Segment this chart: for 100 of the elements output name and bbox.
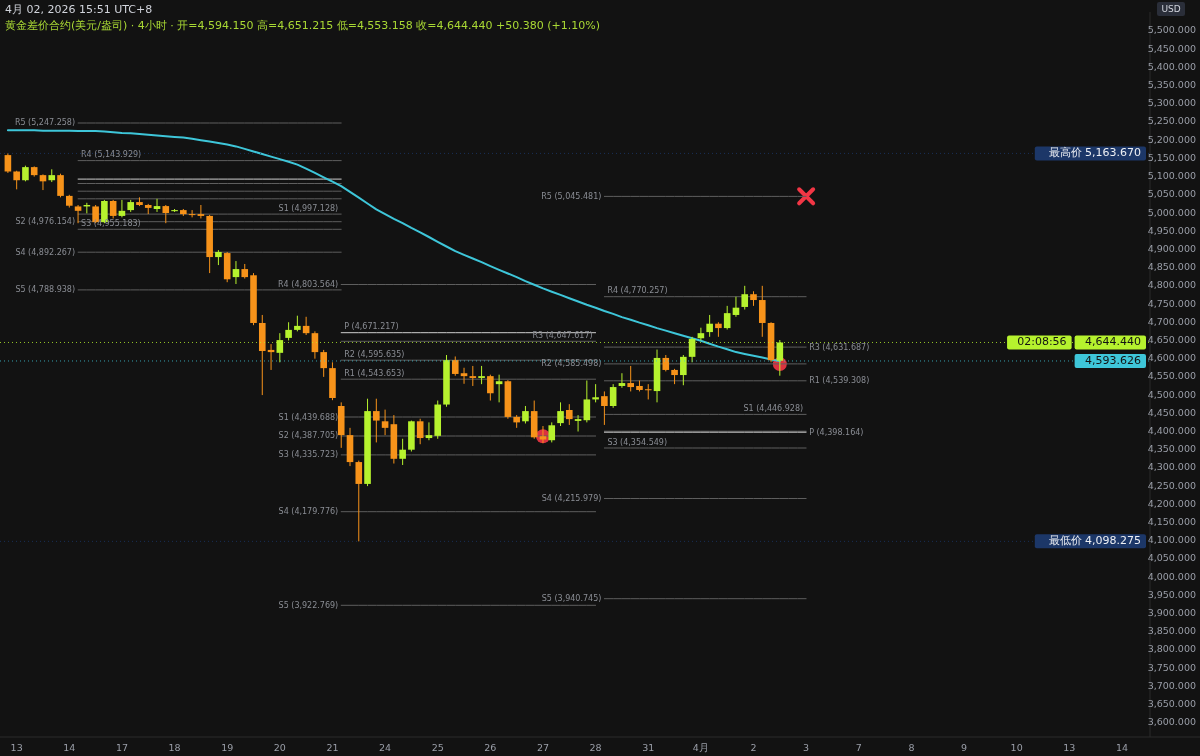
y-tick-label: 4,150.000 (1147, 516, 1196, 528)
series-label: R2 (4,585.498) (541, 359, 602, 369)
candlestick (627, 365, 634, 392)
y-tick-label: 4,550.000 (1147, 370, 1196, 382)
candlestick (373, 398, 380, 443)
y-axis-title: USD (1161, 3, 1181, 14)
y-tick-label: 4,750.000 (1147, 297, 1196, 309)
series-label: S3 (4,335.723) (278, 450, 339, 460)
candlestick (57, 173, 64, 198)
candlestick (460, 367, 468, 385)
y-tick-label: 4,050.000 (1147, 552, 1196, 564)
series-label: S2 (4,387.705) (278, 431, 339, 441)
x-tick-label: 20 (273, 741, 286, 753)
x-tick-label: 27 (536, 741, 550, 753)
x-tick-label: 8 (908, 741, 915, 753)
y-tick-label: 4,800.000 (1147, 279, 1196, 291)
y-tick-label: 4,450.000 (1147, 406, 1196, 418)
x-tick-label: 10 (1010, 741, 1023, 753)
x-tick-label: 26 (484, 741, 497, 753)
x-tick-label: 13 (1063, 741, 1076, 753)
x-tick-label: 24 (379, 741, 392, 753)
candlestick (469, 365, 477, 387)
x-tick-label: 25 (431, 741, 444, 753)
y-tick-label: 4,950.000 (1147, 224, 1196, 236)
candlestick (311, 330, 319, 360)
series-label: S2 (4,976.154) (15, 217, 76, 227)
x-tick-label: 19 (221, 741, 234, 753)
series-label: R4 (4,770.257) (607, 286, 668, 296)
candlestick (548, 421, 556, 443)
candlestick (197, 204, 205, 219)
y-tick-label: 5,250.000 (1147, 115, 1196, 127)
candlestick (601, 390, 608, 426)
candlestick (399, 438, 406, 466)
y-tick-label: 4,700.000 (1147, 315, 1196, 327)
series-label: R5 (5,247.258) (14, 118, 76, 128)
y-tick-label: 5,000.000 (1147, 206, 1196, 218)
y-tick-label: 3,650.000 (1147, 698, 1196, 710)
series-label: R4 (4,803.564) (278, 280, 339, 290)
x-tick-label: 14 (1115, 741, 1128, 753)
candlestick (583, 380, 591, 423)
series-label: S1 (4,997.128) (278, 203, 339, 213)
y-tick-label: 5,300.000 (1147, 97, 1196, 109)
y-tick-label: 5,150.000 (1147, 151, 1196, 163)
x-tick-label: 28 (589, 741, 602, 753)
annotation: 02:08:56 (1017, 335, 1067, 349)
x-tick-label: 17 (115, 741, 128, 753)
x-tick-label: 31 (642, 741, 655, 753)
y-tick-label: 4,350.000 (1147, 443, 1196, 455)
y-tick-label: 3,800.000 (1147, 643, 1196, 655)
y-tick-label: 5,500.000 (1147, 24, 1196, 36)
candlestick (618, 372, 626, 389)
x-tick-label: 18 (168, 741, 181, 753)
y-tick-label: 4,650.000 (1147, 333, 1196, 345)
y-tick-label: 5,350.000 (1147, 79, 1196, 91)
y-tick-label: 4,000.000 (1147, 570, 1196, 582)
y-tick-label: 5,450.000 (1147, 42, 1196, 54)
series-label: S4 (4,179.776) (278, 507, 339, 517)
y-tick-label: 3,600.000 (1147, 716, 1196, 728)
candlestick (162, 204, 170, 224)
ref-line-label: 4,593.626 (1085, 353, 1141, 367)
x-tick-label: 13 (10, 741, 23, 753)
series-label: R3 (4,631.687) (809, 342, 870, 352)
series-label: P (4,398.164) (809, 427, 864, 437)
y-tick-label: 5,400.000 (1147, 60, 1196, 72)
x-tick-label: 4月 (692, 741, 709, 753)
y-tick-label: 5,200.000 (1147, 133, 1196, 145)
candlestick (495, 374, 503, 403)
series-label: S5 (3,940.745) (541, 594, 602, 604)
y-tick-label: 5,050.000 (1147, 188, 1196, 200)
candlestick (741, 285, 749, 310)
y-tick-label: 3,950.000 (1147, 588, 1196, 600)
series-label: R4 (5,143.929) (81, 150, 142, 160)
x-tick-label: 9 (961, 741, 968, 753)
series-label: S5 (4,788.938) (15, 285, 76, 295)
y-tick-label: 4,250.000 (1147, 479, 1196, 491)
y-tick-label: 3,750.000 (1147, 661, 1196, 673)
y-tick-label: 4,100.000 (1147, 534, 1196, 546)
candlestick (355, 460, 363, 542)
candlestick (574, 414, 582, 432)
candlestick (153, 198, 161, 213)
series-label: S3 (4,354.549) (607, 437, 668, 447)
x-tick-label: 21 (326, 741, 339, 753)
candlestick (487, 374, 494, 402)
candlestick (425, 421, 433, 441)
x-tick-label: 7 (855, 741, 862, 753)
candlestick (723, 305, 731, 331)
series-label: R5 (5,045.481) (541, 191, 602, 201)
candlestick (381, 409, 389, 436)
candlestick (566, 403, 573, 426)
y-tick-label: 5,100.000 (1147, 170, 1196, 182)
ref-line-label: 4,644.440 (1085, 335, 1141, 349)
candlestick (416, 418, 424, 445)
point (797, 187, 816, 206)
series-label: R1 (4,539.308) (809, 376, 870, 386)
chart-subtitle: 4月 02, 2026 15:51 UTC+8 (5, 3, 153, 16)
x-tick-label: 14 (63, 741, 76, 753)
y-tick-label: 4,850.000 (1147, 261, 1196, 273)
candlestick (109, 199, 117, 219)
series-label: S4 (4,892.267) (15, 247, 76, 257)
y-tick-label: 4,300.000 (1147, 461, 1196, 473)
